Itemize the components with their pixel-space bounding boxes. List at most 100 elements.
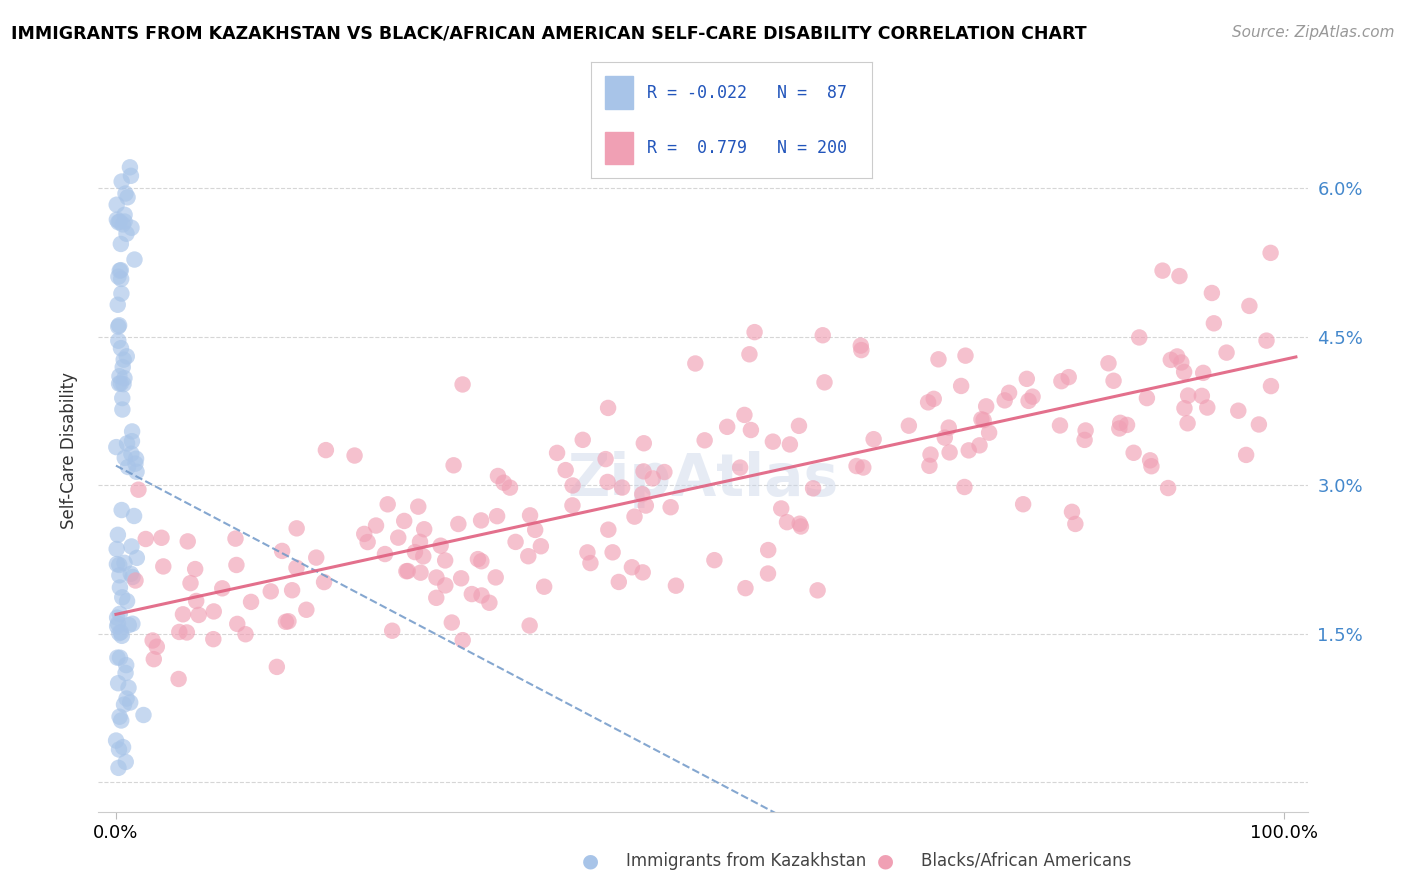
Point: [1157, 481, 1180, 495]
Text: ●: ●: [877, 851, 894, 871]
Point: [121, 220, 143, 235]
Point: [519, 618, 541, 632]
Point: [595, 452, 617, 467]
Point: [1074, 424, 1097, 438]
Point: [807, 583, 830, 598]
Point: [117, 190, 139, 204]
Point: [107, 298, 129, 312]
Point: [1177, 417, 1199, 431]
Point: [610, 481, 633, 495]
Point: [659, 500, 682, 515]
Point: [546, 446, 568, 460]
Point: [1060, 505, 1083, 519]
Point: [211, 582, 233, 596]
Point: [186, 594, 208, 608]
Point: [125, 465, 148, 479]
Point: [150, 531, 173, 545]
Point: [108, 318, 131, 333]
Point: [1064, 516, 1087, 531]
Point: [406, 500, 429, 514]
Point: [576, 545, 599, 559]
Point: [112, 352, 135, 367]
Point: [938, 420, 960, 434]
Point: [112, 698, 135, 712]
Point: [499, 481, 522, 495]
Point: [114, 665, 136, 680]
Point: [142, 633, 165, 648]
Point: [312, 575, 335, 590]
Point: [470, 513, 492, 527]
Point: [1018, 393, 1040, 408]
Point: [108, 558, 131, 572]
Point: [224, 532, 246, 546]
Point: [274, 615, 297, 629]
Point: [425, 570, 447, 584]
Point: [107, 616, 129, 631]
Text: IMMIGRANTS FROM KAZAKHSTAN VS BLACK/AFRICAN AMERICAN SELF-CARE DISABILITY CORREL: IMMIGRANTS FROM KAZAKHSTAN VS BLACK/AFRI…: [11, 25, 1087, 43]
Point: [519, 508, 541, 523]
Point: [934, 431, 956, 445]
Point: [451, 377, 474, 392]
Point: [110, 625, 132, 640]
Point: [121, 425, 143, 439]
Point: [125, 451, 148, 466]
Point: [1166, 350, 1188, 364]
Point: [132, 708, 155, 723]
Point: [1192, 366, 1215, 380]
Point: [202, 632, 225, 647]
Point: [356, 535, 378, 549]
Point: [1073, 433, 1095, 447]
Point: [285, 521, 308, 535]
Point: [998, 385, 1021, 400]
Point: [108, 263, 131, 277]
Point: [235, 627, 257, 641]
Point: [440, 615, 463, 630]
Point: [124, 252, 146, 267]
Point: [111, 629, 134, 643]
Point: [530, 539, 553, 553]
Point: [1109, 416, 1132, 430]
Point: [115, 349, 138, 363]
Point: [404, 545, 426, 559]
Point: [634, 499, 657, 513]
Point: [1170, 355, 1192, 369]
Point: [607, 574, 630, 589]
Point: [1256, 334, 1278, 348]
Point: [277, 614, 299, 628]
Point: [970, 412, 993, 426]
Point: [1139, 453, 1161, 467]
Point: [305, 550, 328, 565]
Point: [524, 523, 547, 537]
Point: [353, 527, 375, 541]
Point: [728, 460, 751, 475]
Point: [281, 583, 304, 598]
Point: [620, 560, 643, 574]
Point: [120, 447, 142, 461]
Point: [561, 499, 583, 513]
Point: [112, 740, 135, 755]
Point: [852, 460, 875, 475]
Point: [561, 478, 583, 492]
Point: [974, 400, 997, 414]
Point: [461, 587, 484, 601]
Point: [631, 487, 654, 501]
Point: [596, 475, 619, 489]
Point: [115, 691, 138, 706]
Point: [202, 604, 225, 618]
Point: [118, 618, 141, 632]
Point: [779, 437, 801, 451]
Point: [115, 227, 138, 241]
Point: [849, 338, 872, 352]
Point: [226, 616, 249, 631]
Point: [762, 434, 785, 449]
Point: [478, 596, 501, 610]
Point: [105, 440, 128, 454]
Point: [517, 549, 540, 564]
Point: [571, 433, 593, 447]
Point: [633, 464, 655, 478]
Point: [977, 425, 1000, 440]
Point: [969, 438, 991, 452]
Point: [108, 626, 131, 640]
Text: Source: ZipAtlas.com: Source: ZipAtlas.com: [1232, 25, 1395, 40]
Point: [486, 469, 509, 483]
